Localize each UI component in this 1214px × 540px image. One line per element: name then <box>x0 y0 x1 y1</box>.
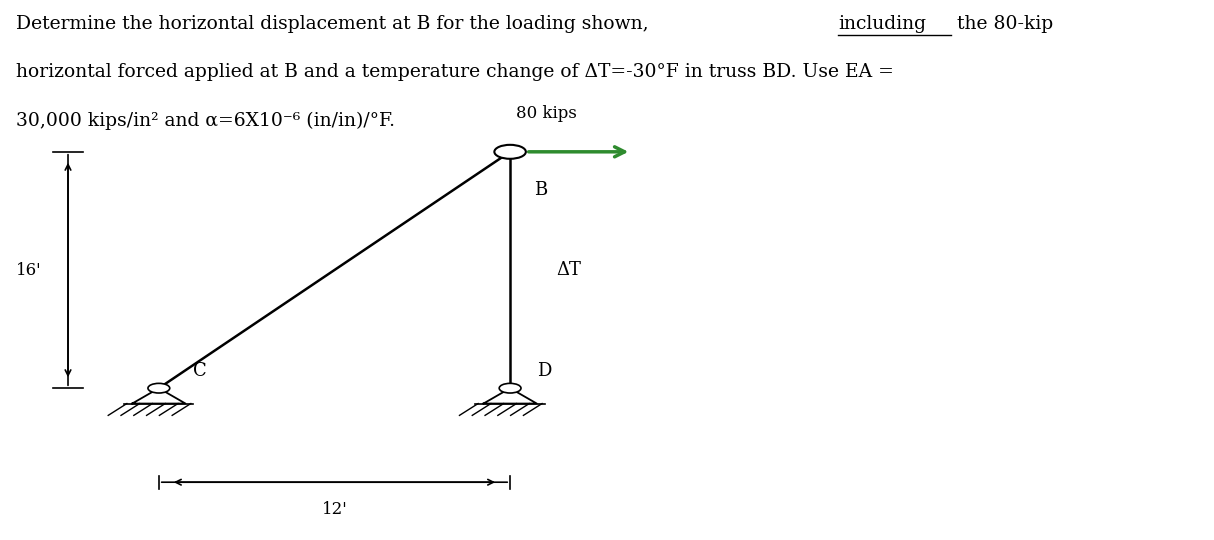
Circle shape <box>148 383 170 393</box>
Text: Determine the horizontal displacement at B for the loading shown,: Determine the horizontal displacement at… <box>16 15 654 33</box>
Text: 80 kips: 80 kips <box>516 105 577 122</box>
Circle shape <box>499 383 521 393</box>
Text: 16': 16' <box>17 261 42 279</box>
Text: C: C <box>193 362 206 380</box>
Text: horizontal forced applied at B and a temperature change of ΔT=-30°F in truss BD.: horizontal forced applied at B and a tem… <box>16 63 894 81</box>
Circle shape <box>494 145 526 159</box>
Text: D: D <box>537 362 551 380</box>
Text: B: B <box>534 181 548 199</box>
Text: 12': 12' <box>322 501 347 517</box>
Text: the 80-kip: the 80-kip <box>952 15 1054 33</box>
Text: 30,000 kips/in² and α=6X10⁻⁶ (in/in)/°F.: 30,000 kips/in² and α=6X10⁻⁶ (in/in)/°F. <box>16 112 395 130</box>
Text: ΔT: ΔT <box>556 261 582 279</box>
Text: including: including <box>838 15 926 33</box>
